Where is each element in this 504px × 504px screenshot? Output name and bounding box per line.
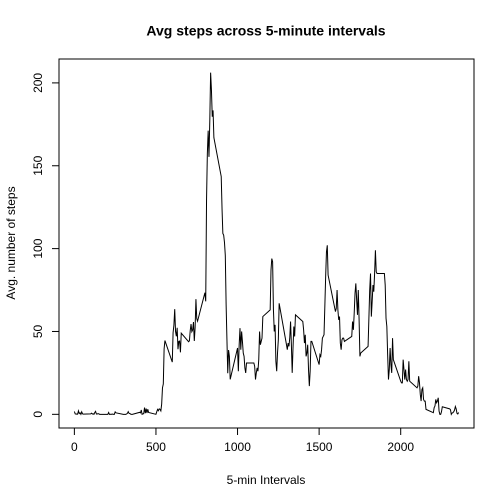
y-tick-label: 0	[31, 411, 45, 418]
x-tick-label: 1500	[306, 440, 333, 454]
y-tick-label: 50	[31, 324, 45, 338]
x-tick-label: 0	[71, 440, 78, 454]
x-tick-label: 500	[146, 440, 166, 454]
plot-box	[58, 58, 475, 429]
y-tick-label: 150	[31, 155, 45, 175]
data-line	[73, 72, 460, 416]
x-axis-label: 5-min Intervals	[227, 473, 306, 487]
y-tick-label: 200	[31, 73, 45, 93]
y-tick-label: 100	[31, 238, 45, 258]
x-tick-label: 1000	[224, 440, 251, 454]
chart-title: Avg steps across 5-minute intervals	[146, 23, 385, 39]
y-axis-label: Avg. number of steps	[4, 186, 18, 299]
x-tick-label: 2000	[387, 440, 414, 454]
